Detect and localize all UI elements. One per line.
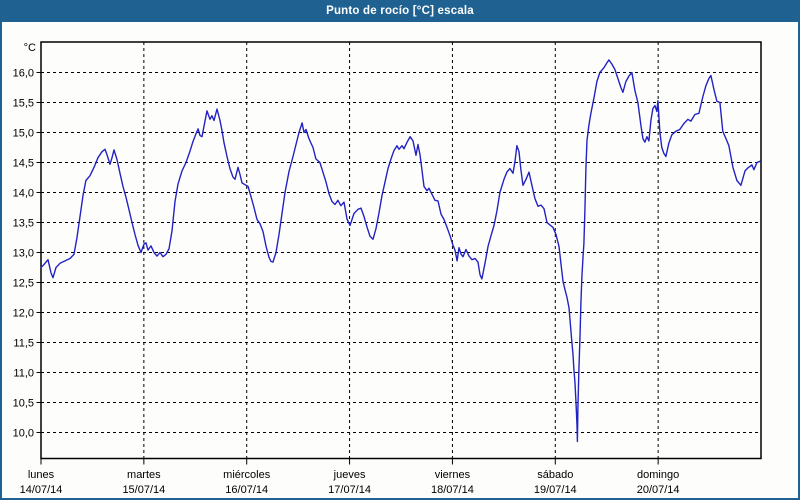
y-tick-label: 12,0: [13, 307, 34, 319]
y-tick-label: 10,5: [13, 397, 34, 409]
y-tick-label: 13,5: [13, 217, 34, 229]
y-tick-label: 13,0: [13, 247, 34, 259]
window-title-bar: Punto de rocío [°C] escala: [2, 2, 798, 22]
x-date-label: 18/07/14: [431, 484, 474, 496]
x-day-label: sábado: [537, 469, 573, 481]
y-tick-label: 14,5: [13, 157, 34, 169]
page-title: Punto de rocío [°C] escala: [326, 5, 474, 17]
plot-border: [40, 41, 762, 460]
y-tick-label: 12,5: [13, 277, 34, 289]
series-line: [40, 59, 761, 443]
x-date-label: 16/07/14: [225, 484, 268, 496]
x-date-label: 17/07/14: [328, 484, 371, 496]
x-date-label: 20/07/14: [637, 484, 680, 496]
x-day-label: miércoles: [223, 469, 271, 481]
x-date-label: 19/07/14: [534, 484, 577, 496]
unit-label: °C: [24, 42, 36, 54]
y-tick-label: 11,0: [13, 367, 34, 379]
y-tick-label: 15,5: [13, 97, 34, 109]
y-tick-label: 16,0: [13, 67, 34, 79]
x-date-label: 15/07/14: [122, 484, 165, 496]
x-day-label: jueves: [333, 469, 366, 481]
y-tick-label: 11,5: [13, 337, 34, 349]
x-day-label: lunes: [28, 469, 55, 481]
x-date-label: 14/07/14: [20, 484, 63, 496]
y-tick-label: 10,0: [13, 427, 34, 439]
x-day-label: domingo: [637, 469, 679, 481]
chart-area: 16,0 15,5 15,0 14,5 14,0 13,5 13,0 12,5 12,0 11,5…: [2, 22, 798, 498]
x-day-label: viernes: [435, 469, 471, 481]
y-tick-label: 15,0: [13, 127, 34, 139]
x-day-label: martes: [127, 469, 161, 481]
y-tick-label: 14,0: [13, 187, 34, 199]
dew-point-chart: 16,0 15,5 15,0 14,5 14,0 13,5 13,0 12,5 12,0 11,5…: [13, 41, 762, 496]
